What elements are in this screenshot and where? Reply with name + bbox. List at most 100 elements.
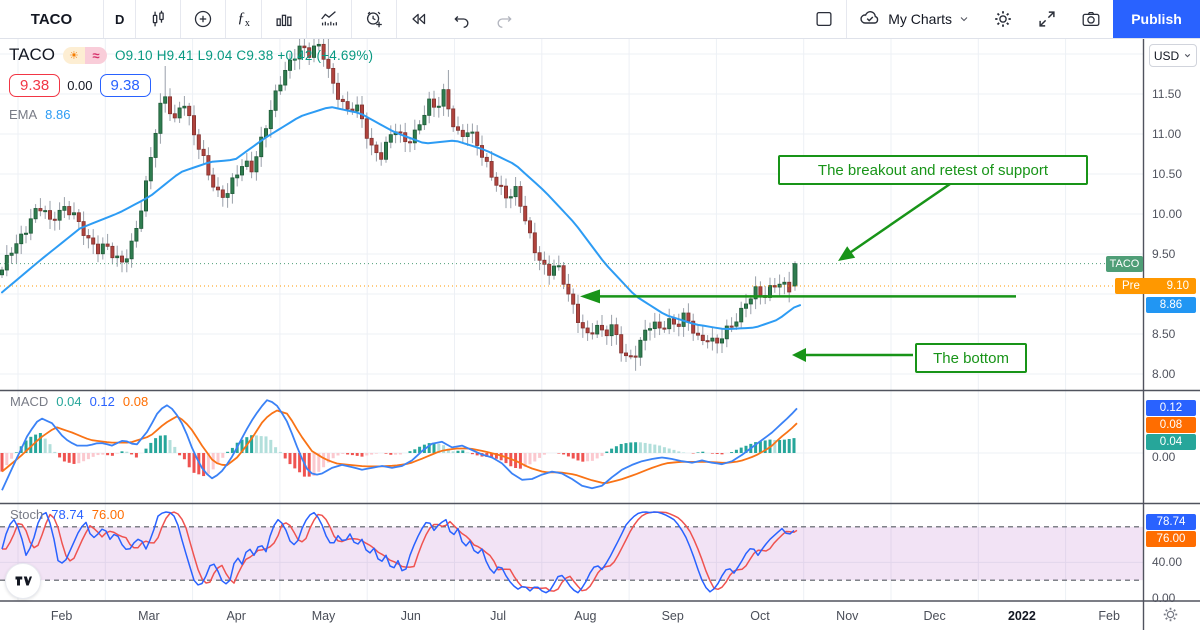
overlay-lines	[0, 182, 1143, 362]
legend-symbol[interactable]: TACO	[9, 45, 55, 64]
axis-tick: 11.50	[1152, 87, 1182, 101]
chevron-down-icon	[1185, 53, 1191, 58]
currency-label: USD	[1153, 48, 1180, 63]
symbol-search-button[interactable]: TACO	[30, 10, 73, 28]
redo-icon	[494, 9, 514, 29]
stoch-label[interactable]: Stoch	[10, 507, 44, 522]
compare-add-icon	[192, 8, 214, 30]
currency-selector[interactable]: USD	[1149, 44, 1197, 67]
gear-icon	[1163, 607, 1178, 622]
breakout-annotation[interactable]: The breakout and retest of support	[778, 155, 1088, 185]
publish-button[interactable]: Publish	[1113, 0, 1200, 38]
my-charts-button[interactable]: My Charts	[847, 0, 981, 38]
premarket-value: 9.10	[1166, 280, 1189, 292]
replay-button[interactable]	[397, 0, 441, 38]
forecast-icon	[318, 8, 340, 30]
my-charts-label: My Charts	[888, 11, 952, 27]
divider	[103, 0, 104, 38]
candlestick-style-button[interactable]	[136, 0, 180, 38]
ema-axis-label: 8.86	[1146, 297, 1196, 313]
forecast-button[interactable]	[307, 0, 351, 38]
main-legend: TACO ☀ ≈ O9.10 H9.41 L9.04 C9.38 +0.42 (…	[9, 45, 373, 122]
fullscreen-button[interactable]	[1025, 0, 1069, 38]
templates-icon	[273, 8, 295, 30]
macd-signal-value: 0.08	[122, 394, 149, 409]
interval-button[interactable]: D	[115, 11, 125, 27]
month-label: Jul	[490, 609, 507, 623]
stoch-d-value: 76.00	[91, 507, 125, 522]
month-label: Dec	[923, 609, 946, 623]
stoch-legend: Stoch 78.74 76.00	[10, 507, 124, 522]
divider	[180, 0, 182, 38]
sell-button[interactable]: 9.38	[9, 74, 61, 97]
month-label: May	[311, 609, 336, 623]
premarket-price-label: Pre 9.10	[1115, 278, 1196, 294]
axis-tick: 0.00	[1152, 591, 1176, 605]
settings-button[interactable]	[981, 0, 1025, 38]
macd-hist-axis-label: 0.04	[1146, 434, 1196, 450]
toolbar-left-group: TACO D ƒx	[0, 0, 525, 38]
stoch-k-axis-label: 78.74	[1146, 514, 1196, 530]
divider	[305, 0, 307, 38]
axis-tick: 40.00	[1152, 555, 1183, 570]
axis-tick: 9.50	[1152, 247, 1176, 261]
divider	[350, 0, 352, 38]
layout-button[interactable]	[802, 0, 846, 38]
alert-clock-icon	[363, 8, 385, 30]
top-toolbar: TACO D ƒx	[0, 0, 1200, 39]
month-label: 2022	[1007, 609, 1036, 623]
candlestick-style-icon	[147, 8, 169, 30]
ema-label[interactable]: EMA	[9, 107, 38, 122]
cloud-check-icon	[858, 7, 882, 31]
delayed-data-icon: ≈	[84, 46, 107, 64]
templates-button[interactable]	[262, 0, 306, 38]
chevron-down-icon	[958, 13, 970, 25]
divider	[225, 0, 227, 38]
divider	[846, 0, 848, 38]
snapshot-button[interactable]	[1069, 0, 1113, 38]
ema-line	[1, 106, 801, 330]
undo-button[interactable]	[441, 0, 483, 38]
axis-tick: 8.50	[1152, 327, 1176, 341]
market-status-badges: ☀ ≈	[62, 46, 107, 64]
bottom-annotation[interactable]: The bottom	[915, 343, 1027, 373]
undo-icon	[452, 9, 472, 29]
axis-tick: 8.00	[1152, 367, 1176, 381]
axis-tick: 10.50	[1152, 167, 1183, 181]
tradingview-logo[interactable]	[5, 563, 41, 599]
gridlines	[0, 39, 1143, 600]
buy-button[interactable]: 9.38	[99, 74, 151, 97]
time-axis-settings-button[interactable]	[1161, 605, 1180, 629]
ema-value: 8.86	[45, 107, 71, 122]
alert-button[interactable]	[352, 0, 396, 38]
toolbar-right-group: My Charts	[802, 0, 1200, 38]
compare-add-button[interactable]	[181, 0, 225, 38]
gear-icon	[992, 8, 1014, 30]
axis-tick: 10.00	[1152, 207, 1183, 221]
pane-separators	[0, 38, 1200, 630]
month-label: Jun	[400, 609, 421, 623]
premarket-sun-icon: ☀	[62, 46, 85, 64]
axis-tick: 11.00	[1152, 127, 1182, 141]
redo-button[interactable]	[483, 0, 525, 38]
indicators-button[interactable]: ƒx	[226, 0, 261, 38]
macd-label[interactable]: MACD	[10, 394, 49, 409]
camera-icon	[1080, 8, 1102, 30]
month-label: Aug	[574, 609, 597, 623]
macd-line-axis-label: 0.12	[1146, 400, 1196, 416]
month-label: Apr	[226, 609, 246, 623]
divider	[260, 0, 262, 38]
premarket-prefix: Pre	[1122, 280, 1140, 292]
month-label: Nov	[836, 609, 859, 623]
axis-tick: 0.00	[1152, 450, 1176, 464]
ohlc-readout: O9.10 H9.41 L9.04 C9.38 +0.42 (+4.69%)	[114, 47, 374, 63]
replay-icon	[408, 8, 430, 30]
month-label: Sep	[661, 609, 684, 623]
macd-line-value: 0.12	[89, 394, 115, 409]
month-label: Mar	[138, 609, 160, 623]
divider	[395, 0, 397, 38]
stoch-d-axis-label: 76.00	[1146, 531, 1196, 547]
fullscreen-icon	[1036, 8, 1058, 30]
